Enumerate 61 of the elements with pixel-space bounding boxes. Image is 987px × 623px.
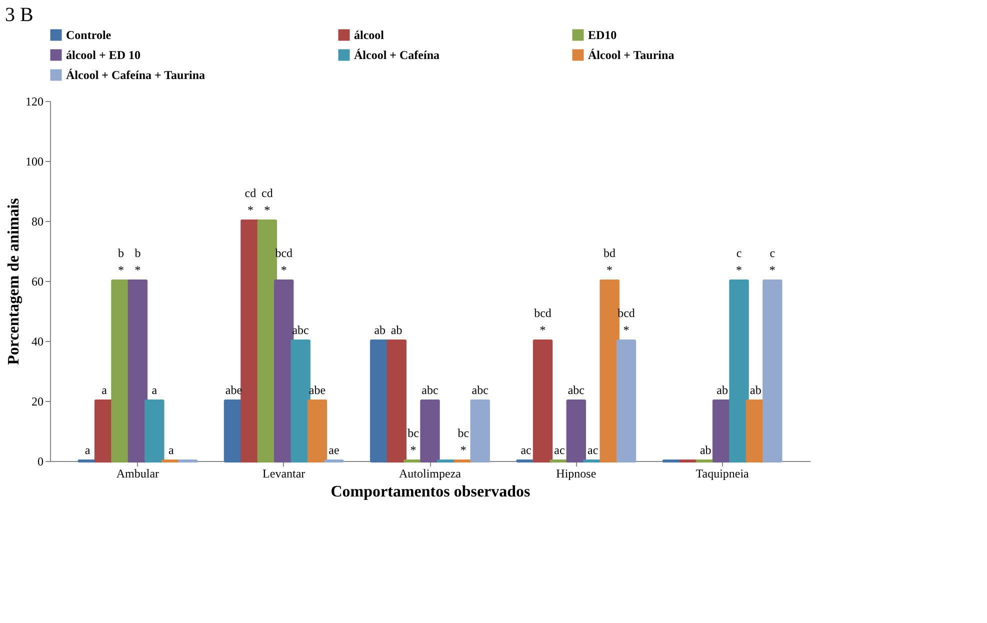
y-tick-label: 60 <box>32 274 44 288</box>
data-label: ac <box>554 443 565 457</box>
bar <box>616 340 636 462</box>
data-label: cd * <box>261 186 273 217</box>
bar <box>762 280 782 462</box>
data-label: c * <box>736 246 742 277</box>
data-label: ab <box>374 323 386 337</box>
y-tick-label: 40 <box>32 334 44 348</box>
data-label: abc <box>568 383 584 397</box>
x-tick-label: Ambular <box>116 466 160 480</box>
x-tick-label: Hipnose <box>556 466 596 480</box>
x-tick-label: Autolimpeza <box>399 466 462 480</box>
data-label: cd * <box>244 186 256 217</box>
data-label: bc * <box>408 426 419 457</box>
bar <box>600 280 620 462</box>
bar <box>729 280 749 462</box>
data-label: b * <box>134 246 141 277</box>
data-label: c * <box>769 246 776 277</box>
data-label: a <box>168 443 174 457</box>
y-tick-label: 20 <box>32 394 44 408</box>
bar <box>128 280 148 462</box>
data-label: b * <box>118 246 124 277</box>
legend-label: Álcool + Taurina <box>588 48 674 62</box>
bar <box>386 340 406 462</box>
y-axis-title: Porcentagem de animais <box>6 198 22 365</box>
data-label: ab <box>750 383 762 397</box>
x-tick-label: Taquipneia <box>696 466 750 480</box>
legend-label: Álcool + Cafeína + Taurina <box>66 68 206 82</box>
x-axis-title: Comportamentos observados <box>330 484 530 500</box>
legend-label: álcool + ED 10 <box>66 48 141 62</box>
y-tick-label: 0 <box>38 454 44 468</box>
y-tick-label: 120 <box>26 94 44 108</box>
data-label: abc <box>472 383 488 397</box>
legend-label: Álcool + Cafeína <box>354 48 440 62</box>
chart-title: 3 B <box>5 4 34 26</box>
data-label: ab <box>390 323 402 337</box>
bar <box>144 400 164 462</box>
data-label: ab <box>700 443 712 457</box>
bar <box>532 340 553 462</box>
bar <box>290 340 310 462</box>
bar <box>420 400 440 462</box>
y-tick-label: 100 <box>26 154 44 168</box>
legend-label: ED10 <box>588 28 617 42</box>
data-label: ac <box>588 443 598 457</box>
data-label: bc * <box>458 426 470 457</box>
data-label: a <box>152 383 158 397</box>
data-label: ae <box>328 443 340 457</box>
legend-label: álcool <box>354 28 385 42</box>
data-label: bcd * <box>534 306 552 337</box>
data-label: bd * <box>604 246 616 277</box>
data-label: ab <box>716 383 728 397</box>
data-label: abc <box>422 383 438 397</box>
legend-label: Controle <box>66 28 112 42</box>
data-label: a <box>102 383 108 397</box>
bar <box>307 400 328 462</box>
x-tick-label: Levantar <box>262 466 306 480</box>
bar <box>566 400 586 462</box>
data-label: a <box>84 443 91 457</box>
y-tick-label: 80 <box>32 214 44 228</box>
data-label: ac <box>520 443 532 457</box>
bar <box>470 400 490 462</box>
